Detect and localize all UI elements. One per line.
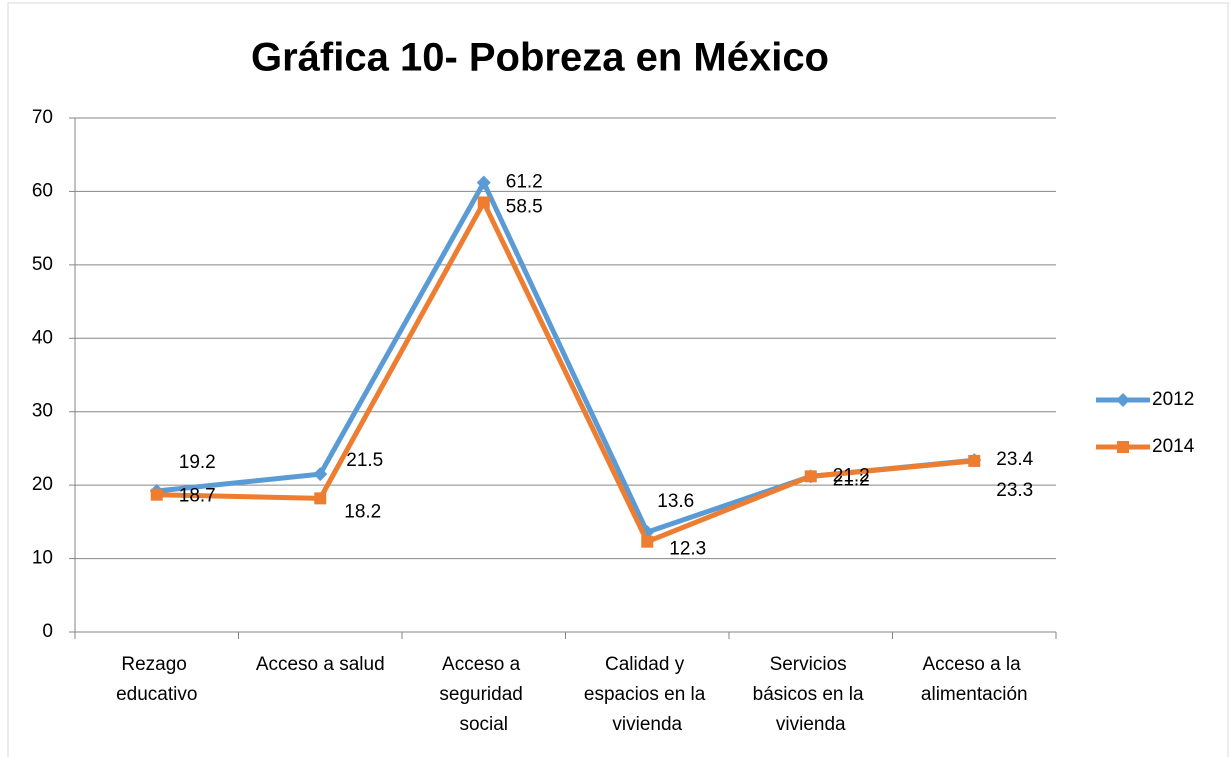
y-tick-label: 0 [42, 621, 53, 642]
x-tick-label: Acceso a salud [256, 654, 385, 675]
legend-label: 2012 [1152, 389, 1194, 410]
data-label: 58.5 [506, 196, 543, 217]
data-label: 23.4 [996, 449, 1033, 470]
data-label: 18.2 [344, 501, 381, 522]
y-tick-label: 40 [32, 327, 53, 348]
marker [968, 454, 981, 467]
x-tick-label: Servicios básicos en la vivienda [753, 654, 869, 735]
y-tick-label: 10 [32, 548, 53, 569]
chart-title: Gráfica 10- Pobreza en México [251, 36, 829, 80]
x-tick-label: Calidad y espacios en la vivienda [584, 654, 711, 735]
marker [476, 175, 491, 190]
data-label: 21.5 [346, 450, 383, 471]
data-label: 18.7 [179, 486, 216, 507]
data-label: 12.3 [669, 539, 706, 560]
legend-marker [1117, 441, 1129, 453]
data-label: 23.3 [996, 480, 1033, 501]
data-label: 19.2 [179, 452, 216, 473]
y-tick-label: 50 [32, 254, 53, 275]
data-label: 61.2 [506, 172, 543, 193]
data-label: 21.2 [833, 465, 870, 486]
y-tick-label: 60 [32, 180, 53, 201]
marker [313, 467, 328, 482]
series-line [156, 199, 975, 545]
marker [641, 535, 654, 548]
marker [150, 488, 163, 501]
marker [314, 492, 327, 505]
x-tick-label: Rezago educativo [116, 654, 197, 705]
y-tick-label: 20 [32, 474, 53, 495]
y-tick-label: 30 [32, 401, 53, 422]
legend-marker [1116, 393, 1130, 407]
x-tick-label: Acceso a seguridad social [439, 654, 528, 735]
chart-border [7, 2, 1229, 757]
marker [477, 196, 490, 209]
y-tick-label: 70 [32, 107, 53, 128]
data-label: 13.6 [657, 491, 694, 512]
legend-label: 2014 [1152, 436, 1195, 457]
x-tick-label: Acceso a la alimentación [921, 654, 1028, 705]
marker [804, 470, 817, 483]
